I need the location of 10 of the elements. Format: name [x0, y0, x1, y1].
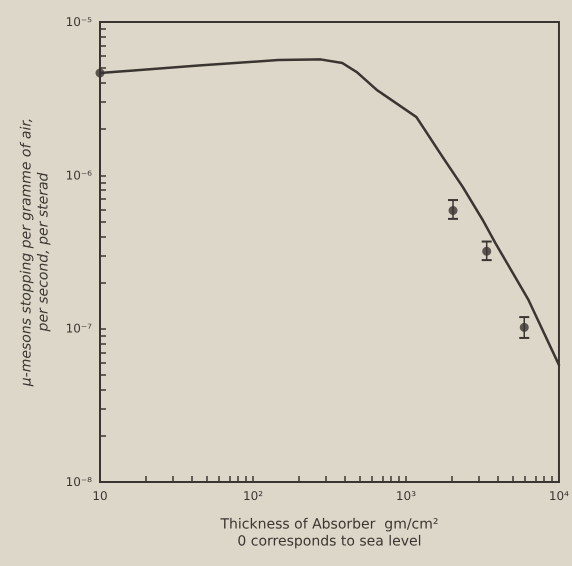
y-tick-label: 10⁻⁵	[66, 15, 92, 29]
y-tick-label: 10⁻⁸	[66, 475, 92, 489]
x-tick-label: 10³	[396, 489, 416, 503]
y-tick-label: 10⁻⁷	[66, 322, 92, 336]
y-tick-label: 10⁻⁶	[66, 168, 92, 182]
x-tick-label: 10²	[242, 489, 264, 503]
x-tick-label: 10	[92, 489, 108, 503]
x-axis-title: Thickness of Absorber gm/cm² 0 corresponds to sea level	[219, 516, 438, 550]
x-tick-label: 10⁴	[548, 489, 570, 503]
y-axis-title: μ-mesons stopping per gramme of air, per second, per sterad	[18, 118, 52, 388]
